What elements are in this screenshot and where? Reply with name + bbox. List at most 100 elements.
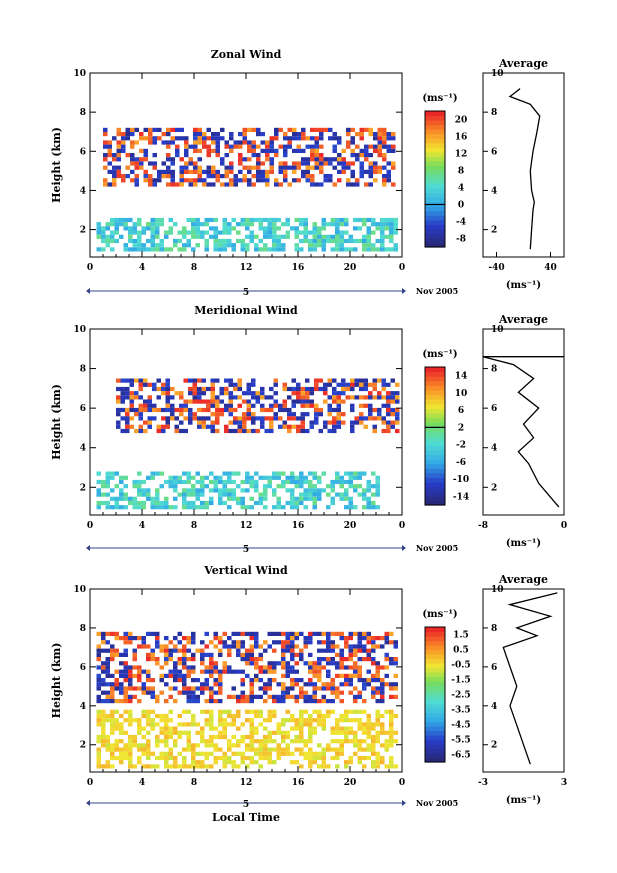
colorbar-band [425, 708, 445, 714]
heatmap-cell [389, 234, 394, 239]
heatmap-cell [210, 428, 215, 434]
heatmap-cell [101, 247, 106, 252]
colorbar-band [425, 631, 445, 637]
heatmap-cell [330, 488, 335, 493]
heatmap-cell [339, 743, 344, 748]
heatmap-cell [294, 226, 299, 231]
heatmap-cell [170, 169, 175, 174]
heatmap-cell [132, 496, 137, 501]
heatmap-cell [366, 496, 371, 501]
heatmap-cell [245, 247, 250, 252]
heatmap-cell [258, 665, 263, 670]
heatmap-cell [326, 747, 331, 752]
heatmap-cell [272, 661, 277, 666]
heatmap-cell [228, 428, 233, 434]
heatmap-cell [170, 178, 175, 183]
heatmap-cell [366, 730, 371, 735]
colorbar-band [425, 431, 445, 437]
heatmap-cell [179, 395, 184, 400]
heatmap-cell [384, 640, 389, 645]
heatmap-cell [366, 479, 371, 485]
heatmap-cell [330, 640, 335, 645]
heatmap-cell [285, 709, 290, 714]
heatmap-cell [150, 726, 155, 731]
heatmap-cell [256, 132, 261, 137]
heatmap-cell [182, 648, 187, 653]
heatmap-cell [274, 132, 279, 137]
heatmap-cell [375, 673, 380, 678]
heatmap-cell [123, 496, 128, 501]
heatmap-cell [236, 238, 241, 244]
heatmap-cell [213, 661, 218, 666]
heatmap-cell [191, 764, 196, 769]
heatmap-cell [283, 148, 288, 153]
heatmap-cell [175, 148, 180, 153]
heatmap-cell [237, 386, 242, 392]
heatmap-cell [110, 673, 115, 678]
heatmap-cell [375, 226, 380, 231]
heatmap-cell [312, 755, 317, 761]
heatmap-cell [344, 640, 349, 645]
heatmap-cell [263, 665, 268, 670]
colorbar-tick-label: 8 [458, 167, 464, 177]
heatmap-cell [327, 412, 332, 417]
heatmap-cell [143, 136, 148, 141]
heatmap-cell [168, 764, 173, 769]
heatmap-cell [281, 730, 286, 735]
heatmap-cell [377, 378, 382, 383]
heatmap-cell [380, 722, 385, 727]
heatmap-cell [215, 144, 220, 149]
heatmap-cell [355, 153, 360, 158]
heatmap-cell [193, 140, 198, 145]
heatmap-cell [254, 730, 259, 735]
heatmap-cell [170, 395, 175, 400]
heatmap-cell [319, 136, 324, 141]
heatmap-cell [195, 751, 200, 756]
heatmap-cell [278, 416, 283, 421]
heatmap-cell [357, 718, 362, 723]
heatmap-cell [119, 755, 124, 761]
heatmap-cell [393, 730, 398, 735]
heatmap-cell [238, 153, 243, 158]
heatmap-cell [139, 157, 144, 162]
heatmap-cell [359, 136, 364, 141]
heatmap-cell [328, 136, 333, 141]
heatmap-cell [168, 694, 173, 699]
heatmap-cell [344, 657, 349, 662]
heatmap-cell [254, 640, 259, 645]
heatmap-cell [308, 238, 313, 244]
heatmap-cell [224, 386, 229, 392]
heatmap-cell [272, 230, 277, 235]
heatmap-cell [350, 428, 355, 434]
heatmap-cell [206, 182, 211, 187]
heatmap-cell [353, 217, 358, 223]
heatmap-cell [375, 713, 380, 719]
heatmap-cell [204, 222, 209, 227]
heatmap-cell [139, 136, 144, 141]
heatmap-cell [258, 669, 263, 674]
heatmap-cell [227, 648, 232, 653]
heatmap-cell [195, 230, 200, 235]
heatmap-cell [213, 665, 218, 670]
heatmap-cell [123, 484, 128, 489]
heatmap-cell [222, 726, 227, 731]
heatmap-cell [375, 669, 380, 674]
heatmap-cell [159, 505, 164, 510]
heatmap-cell [222, 760, 227, 765]
heatmap-cell [389, 230, 394, 235]
heatmap-cell [330, 747, 335, 752]
heatmap-cell [222, 640, 227, 645]
heatmap-cell [308, 760, 313, 765]
heatmap-cell [254, 678, 259, 683]
heatmap-cell [380, 699, 385, 704]
heatmap-cell [272, 222, 277, 227]
heatmap-cell [191, 686, 196, 691]
x-tick-label: 0 [87, 521, 93, 531]
heatmap-cell [119, 234, 124, 239]
heatmap-cell [366, 640, 371, 645]
heatmap-cell [193, 132, 198, 137]
x-tick-label: 0 [87, 263, 93, 273]
heatmap-cell [186, 492, 191, 497]
heatmap-cell [123, 743, 128, 748]
heatmap-cell [305, 174, 310, 179]
